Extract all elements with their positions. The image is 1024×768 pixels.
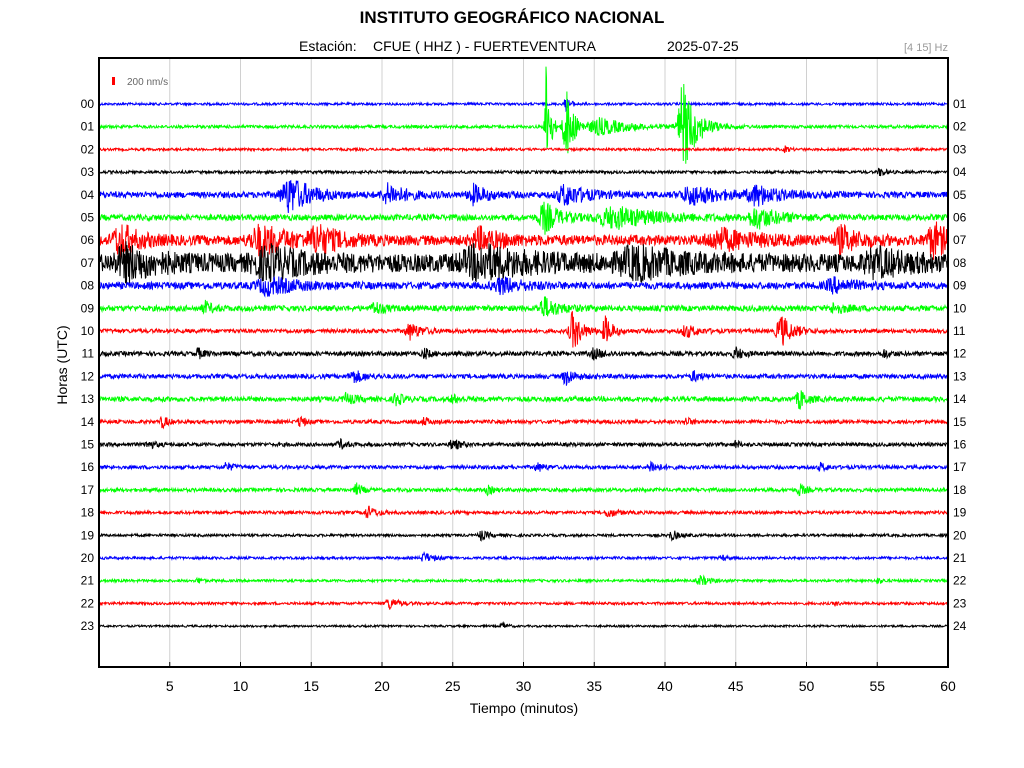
record-date: 2025-07-25	[667, 38, 739, 54]
seismic-trace-09	[99, 296, 948, 317]
seismic-trace-00	[99, 98, 948, 113]
hour-label-right: 14	[953, 392, 967, 406]
x-tick-label: 40	[657, 678, 673, 694]
hour-label-right: 22	[953, 574, 967, 588]
traces-group	[99, 66, 948, 629]
seismic-trace-14	[99, 415, 948, 430]
seismic-trace-01	[99, 66, 948, 164]
hour-label-right: 03	[953, 142, 967, 156]
hour-label-left: 05	[81, 211, 95, 225]
hour-label-left: 18	[81, 506, 95, 520]
hour-label-right: 18	[953, 483, 967, 497]
hour-label-right: 19	[953, 506, 967, 520]
seismic-trace-18	[99, 505, 948, 519]
x-tick-label: 60	[940, 678, 956, 694]
hour-label-right: 06	[953, 211, 967, 225]
station-name: CFUE ( HHZ ) - FUERTEVENTURA	[373, 38, 596, 54]
seismic-trace-07	[99, 241, 948, 286]
x-axis-label: Tiempo (minutos)	[469, 700, 579, 716]
hour-label-left: 00	[81, 97, 95, 111]
scale-label: 200 nm/s	[127, 77, 168, 88]
seismic-trace-21	[99, 574, 948, 585]
scale-bar	[112, 77, 115, 85]
chart-title: INSTITUTO GEOGRÁFICO NACIONAL	[359, 8, 665, 27]
x-tick-label: 50	[799, 678, 815, 694]
hour-label-right: 17	[953, 460, 967, 474]
hour-label-left: 21	[81, 574, 95, 588]
hour-label-right: 10	[953, 301, 967, 315]
hour-label-left: 11	[82, 347, 95, 361]
hour-label-left: 13	[81, 392, 95, 406]
seismic-trace-10	[99, 310, 948, 348]
hour-label-right: 13	[953, 369, 967, 383]
seismic-trace-15	[99, 438, 948, 451]
seismic-trace-17	[99, 482, 948, 497]
hour-label-right: 20	[953, 528, 967, 542]
hour-label-right: 02	[953, 120, 967, 134]
hour-label-left: 07	[81, 256, 95, 270]
seismic-trace-13	[99, 390, 948, 410]
hour-label-left: 15	[81, 438, 95, 452]
hour-label-right: 16	[953, 438, 967, 452]
x-tick-label: 20	[374, 678, 390, 694]
hour-label-left: 17	[81, 483, 95, 497]
x-tick-label: 25	[445, 678, 461, 694]
hour-label-right: 21	[953, 551, 967, 565]
seismic-trace-06	[99, 221, 948, 260]
hour-label-right: 05	[953, 188, 967, 202]
hour-label-left: 12	[81, 369, 95, 383]
hour-label-right: 12	[953, 347, 967, 361]
hour-label-left: 16	[81, 460, 95, 474]
hour-label-left: 19	[81, 528, 95, 542]
x-tick-label: 35	[586, 678, 602, 694]
seismic-trace-03	[99, 167, 948, 177]
hour-label-left: 22	[81, 596, 95, 610]
hour-label-right: 24	[953, 619, 967, 633]
seismic-trace-11	[99, 346, 948, 361]
hour-label-right: 15	[953, 415, 967, 429]
hour-label-left: 08	[81, 279, 95, 293]
hour-label-right: 08	[953, 256, 967, 270]
seismic-trace-05	[99, 201, 948, 235]
filter-band: [4 15] Hz	[903, 42, 948, 54]
seismic-trace-23	[99, 620, 948, 629]
seismic-trace-04	[99, 179, 948, 214]
hour-label-left: 10	[81, 324, 95, 338]
seismic-trace-02	[99, 145, 948, 154]
seismic-trace-20	[99, 551, 948, 562]
seismic-trace-08	[99, 276, 948, 298]
y-axis-label: Horas (UTC)	[54, 325, 70, 405]
hour-label-left: 02	[81, 142, 95, 156]
hour-label-left: 03	[81, 165, 95, 179]
seismic-trace-12	[99, 370, 948, 386]
x-tick-label: 55	[869, 678, 885, 694]
hour-label-left: 23	[81, 619, 95, 633]
hour-label-right: 04	[953, 165, 967, 179]
hour-label-right: 11	[953, 324, 966, 338]
x-tick-label: 30	[516, 678, 532, 694]
seismic-trace-19	[99, 530, 948, 542]
station-label: Estación:	[299, 38, 357, 54]
hour-label-left: 04	[81, 188, 95, 202]
seismic-trace-16	[99, 460, 948, 473]
hour-label-left: 20	[81, 551, 95, 565]
hour-label-right: 07	[953, 233, 967, 247]
x-tick-label: 10	[233, 678, 249, 694]
x-tick-label: 5	[166, 678, 174, 694]
hour-label-right: 23	[953, 596, 967, 610]
seismic-trace-22	[99, 598, 948, 610]
hour-label-left: 09	[81, 301, 95, 315]
hour-label-right: 01	[953, 97, 967, 111]
hour-label-left: 06	[81, 233, 95, 247]
x-tick-label: 45	[728, 678, 744, 694]
x-tick-label: 15	[303, 678, 319, 694]
hour-label-left: 01	[81, 120, 95, 134]
hour-label-right: 09	[953, 279, 967, 293]
hour-label-left: 14	[81, 415, 95, 429]
